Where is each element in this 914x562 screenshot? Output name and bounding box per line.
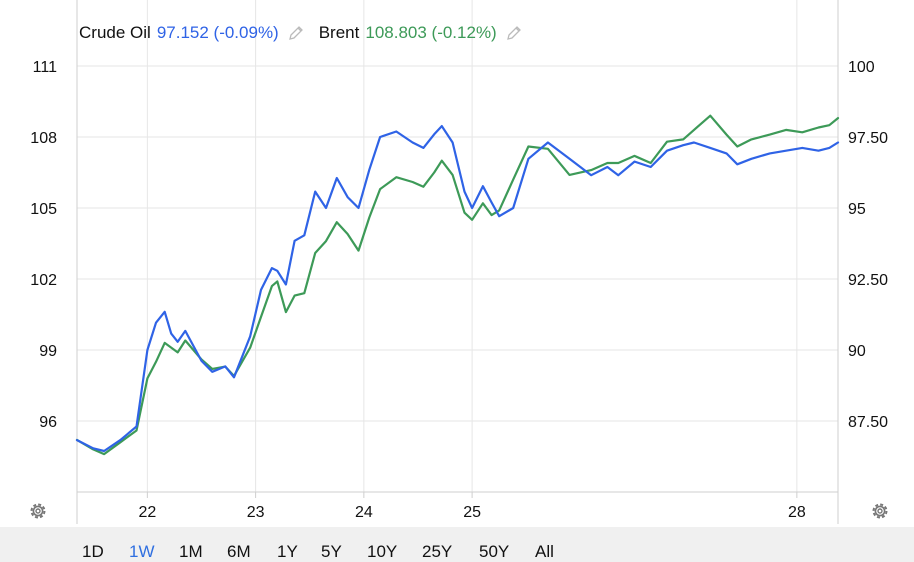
range-button-10y[interactable]: 10Y xyxy=(367,542,398,561)
range-button-1d[interactable]: 1D xyxy=(82,542,104,561)
chart-legend: Crude Oil 97.152 (-0.09%) Brent 108.803 … xyxy=(79,23,537,43)
legend-label-crude-oil: Crude Oil xyxy=(79,23,151,42)
legend-value-brent: 108.803 (-0.12%) xyxy=(365,23,497,42)
price-chart: 111 100 108 97.50 105 95 102 92.50 99 90 96 87.50 22… xyxy=(30,0,888,524)
grid-lines xyxy=(77,0,838,492)
edit-crude-oil-icon[interactable] xyxy=(287,24,305,42)
range-button-all[interactable]: All xyxy=(535,542,554,561)
time-range-bar xyxy=(0,527,914,562)
y-right-tick-label: 95 xyxy=(848,201,866,218)
x-tick-label: 23 xyxy=(247,504,265,521)
series-lines xyxy=(75,114,840,456)
y-right-tick-label: 97.50 xyxy=(848,130,888,147)
axes xyxy=(76,0,839,524)
legend-value-crude-oil: 97.152 (-0.09%) xyxy=(156,23,279,42)
y-right-tick-label: 100 xyxy=(848,59,875,76)
x-tick-label: 25 xyxy=(463,504,481,521)
y-right-tick-label: 90 xyxy=(848,343,866,360)
range-button-25y[interactable]: 25Y xyxy=(422,542,453,561)
y-left-tick-label: 102 xyxy=(30,272,57,289)
range-button-5y[interactable]: 5Y xyxy=(321,542,342,561)
brent-series-line xyxy=(75,114,840,456)
range-button-1y[interactable]: 1Y xyxy=(277,542,298,561)
y-right-tick-label: 92.50 xyxy=(848,272,888,289)
range-button-50y[interactable]: 50Y xyxy=(479,542,510,561)
left-axis-settings-gear-icon[interactable] xyxy=(27,500,49,522)
range-button-6m[interactable]: 6M xyxy=(227,542,251,561)
x-tick-label: 28 xyxy=(788,504,806,521)
y-right-tick-label: 87.50 xyxy=(848,414,888,431)
range-button-1w[interactable]: 1W xyxy=(129,542,155,561)
tick-labels: 111 100 108 97.50 105 95 102 92.50 99 90 96 87.50 22… xyxy=(30,59,888,521)
edit-brent-icon[interactable] xyxy=(505,24,523,42)
y-left-tick-label: 96 xyxy=(39,414,57,431)
range-button-1m[interactable]: 1M xyxy=(179,542,203,561)
right-axis-settings-gear-icon[interactable] xyxy=(869,500,891,522)
x-tick-label: 22 xyxy=(138,504,156,521)
y-left-tick-label: 111 xyxy=(33,59,57,76)
y-left-tick-label: 108 xyxy=(30,130,57,147)
y-left-tick-label: 105 xyxy=(30,201,57,218)
legend-label-brent: Brent xyxy=(318,23,360,42)
crude-oil-series-line xyxy=(75,124,840,453)
x-tick-label: 24 xyxy=(355,504,373,521)
y-left-tick-label: 99 xyxy=(39,343,57,360)
